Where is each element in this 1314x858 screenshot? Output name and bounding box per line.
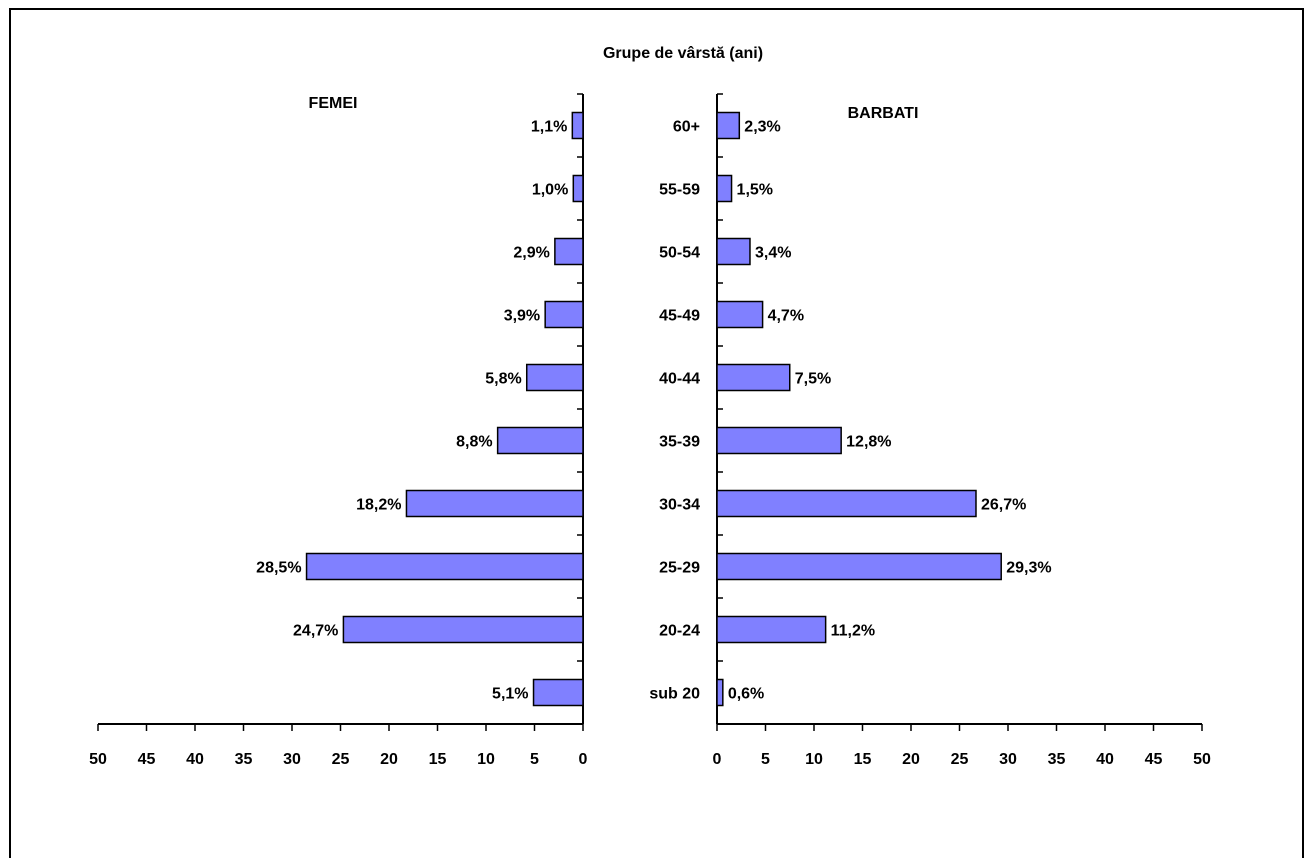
right-x-tick-label: 30 bbox=[999, 751, 1017, 768]
right-x-tick-label: 0 bbox=[713, 751, 722, 768]
femei-bar bbox=[405, 489, 584, 518]
left-x-tick-label: 25 bbox=[332, 751, 350, 768]
barbati-data-label: 26,7% bbox=[981, 497, 1026, 514]
femei-bar bbox=[571, 111, 584, 140]
left-x-tick-label: 45 bbox=[138, 751, 156, 768]
right-x-tick-label: 15 bbox=[854, 751, 872, 768]
femei-bar bbox=[496, 426, 584, 455]
left-x-tick-label: 35 bbox=[235, 751, 253, 768]
series-label-barbati: BARBATI bbox=[848, 105, 919, 122]
femei-bar bbox=[532, 678, 584, 707]
barbati-bar bbox=[716, 237, 751, 266]
right-x-tick-label: 20 bbox=[902, 751, 920, 768]
category-label: 25-29 bbox=[659, 560, 700, 577]
barbati-data-label: 29,3% bbox=[1006, 560, 1051, 577]
barbati-bar bbox=[716, 678, 724, 707]
right-x-tick-label: 35 bbox=[1048, 751, 1066, 768]
left-x-tick-label: 50 bbox=[89, 751, 107, 768]
left-x-tick-label: 5 bbox=[530, 751, 539, 768]
barbati-bar bbox=[716, 426, 842, 455]
left-x-tick-label: 0 bbox=[579, 751, 588, 768]
femei-data-label: 5,8% bbox=[485, 371, 521, 388]
category-label: 35-39 bbox=[659, 434, 700, 451]
left-x-tick-label: 30 bbox=[283, 751, 301, 768]
femei-data-label: 18,2% bbox=[356, 497, 401, 514]
left-x-tick-label: 40 bbox=[186, 751, 204, 768]
barbati-bar bbox=[716, 300, 764, 329]
barbati-data-label: 2,3% bbox=[744, 119, 780, 136]
category-label: 40-44 bbox=[659, 371, 700, 388]
right-x-tick-label: 50 bbox=[1193, 751, 1211, 768]
category-label: 50-54 bbox=[659, 245, 700, 262]
barbati-bar bbox=[716, 363, 791, 392]
barbati-bar bbox=[716, 552, 1002, 581]
femei-data-label: 24,7% bbox=[293, 623, 338, 640]
barbati-bar bbox=[716, 615, 827, 644]
right-x-tick-label: 5 bbox=[761, 751, 770, 768]
barbati-data-label: 11,2% bbox=[831, 623, 875, 640]
category-label: sub 20 bbox=[649, 686, 700, 703]
left-x-tick-label: 20 bbox=[380, 751, 398, 768]
femei-data-label: 2,9% bbox=[513, 245, 549, 262]
category-label: 45-49 bbox=[659, 308, 700, 325]
right-x-tick-label: 25 bbox=[951, 751, 969, 768]
category-label: 30-34 bbox=[659, 497, 700, 514]
femei-data-label: 8,8% bbox=[456, 434, 492, 451]
barbati-bar bbox=[716, 489, 977, 518]
femei-bar bbox=[572, 174, 584, 203]
barbati-data-label: 0,6% bbox=[728, 686, 764, 703]
barbati-bar bbox=[716, 174, 733, 203]
femei-bar bbox=[525, 363, 584, 392]
chart-title: Grupe de vârstă (ani) bbox=[603, 45, 763, 62]
right-x-tick-label: 45 bbox=[1145, 751, 1163, 768]
barbati-data-label: 1,5% bbox=[737, 182, 773, 199]
series-label-femei: FEMEI bbox=[309, 95, 358, 112]
right-x-tick-label: 10 bbox=[805, 751, 823, 768]
femei-bar bbox=[544, 300, 584, 329]
femei-bar bbox=[342, 615, 584, 644]
femei-data-label: 1,0% bbox=[532, 182, 568, 199]
left-x-tick-label: 10 bbox=[477, 751, 495, 768]
barbati-data-label: 3,4% bbox=[755, 245, 791, 262]
right-x-tick-label: 40 bbox=[1096, 751, 1114, 768]
left-x-tick-label: 15 bbox=[429, 751, 447, 768]
chart-frame bbox=[9, 8, 1304, 858]
femei-bar bbox=[305, 552, 584, 581]
femei-bar bbox=[554, 237, 584, 266]
category-label: 55-59 bbox=[659, 182, 700, 199]
barbati-data-label: 12,8% bbox=[846, 434, 891, 451]
barbati-data-label: 7,5% bbox=[795, 371, 831, 388]
category-label: 60+ bbox=[673, 119, 700, 136]
barbati-bar bbox=[716, 111, 741, 140]
femei-data-label: 3,9% bbox=[504, 308, 540, 325]
femei-data-label: 5,1% bbox=[492, 686, 528, 703]
femei-data-label: 1,1% bbox=[531, 119, 567, 136]
femei-data-label: 28,5% bbox=[256, 560, 301, 577]
barbati-data-label: 4,7% bbox=[768, 308, 804, 325]
category-label: 20-24 bbox=[659, 623, 700, 640]
